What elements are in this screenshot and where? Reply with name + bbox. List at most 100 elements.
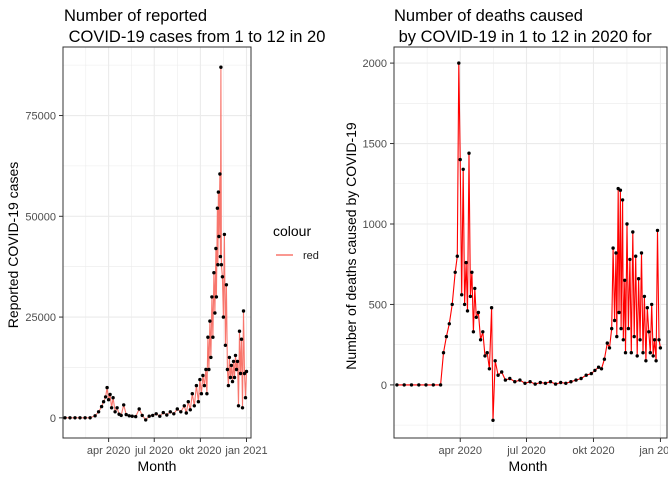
cases-y-tick-label: 25000 <box>25 312 56 324</box>
deaths-data-point <box>651 354 655 358</box>
cases-data-point <box>228 375 233 380</box>
cases-data-point <box>124 412 128 417</box>
deaths-data-point <box>619 326 623 331</box>
cases-data-point <box>144 418 148 422</box>
deaths-data-point <box>460 293 464 297</box>
cases-data-point <box>109 406 114 410</box>
deaths-data-point <box>496 373 500 377</box>
cases-data-point <box>194 383 199 388</box>
cases-data-point <box>188 408 192 412</box>
deaths-data-point <box>589 371 593 376</box>
deaths-data-point <box>503 378 508 382</box>
cases-data-point <box>212 271 216 275</box>
deaths-data-point <box>607 346 612 350</box>
cases-y-tick-label: 0 <box>50 413 56 425</box>
cases-data-point <box>165 413 169 417</box>
deaths-data-point <box>450 302 454 307</box>
cases-data-point <box>202 383 207 388</box>
cases-data-point <box>213 311 217 315</box>
cases-data-point <box>63 416 67 420</box>
deaths-data-point <box>457 61 461 65</box>
deaths-data-point <box>533 382 537 386</box>
deaths-data-point <box>625 222 629 226</box>
cases-data-point <box>179 410 183 414</box>
cases-data-point <box>217 234 221 239</box>
cases-data-point <box>137 407 141 411</box>
deaths-data-point <box>614 251 618 255</box>
deaths-data-point <box>579 376 583 381</box>
cases-data-point <box>119 413 123 418</box>
deaths-data-point <box>485 351 489 355</box>
cases-data-point <box>211 335 215 339</box>
cases-data-point <box>229 363 234 368</box>
cases-data-point <box>208 319 212 323</box>
deaths-data-point <box>559 380 563 385</box>
cases-y-tick-label: 75000 <box>25 111 56 123</box>
deaths-data-point <box>655 228 660 233</box>
cases-series <box>63 65 249 422</box>
deaths-panel-border <box>393 46 668 439</box>
deaths-data-point <box>508 376 512 381</box>
deaths-chart-title-line2: by COVID-19 in 1 to 12 in 2020 for <box>394 28 652 46</box>
cases-data-point <box>73 416 77 420</box>
deaths-data-point <box>641 351 645 355</box>
deaths-data-point <box>623 351 628 355</box>
deaths-data-point <box>461 167 465 171</box>
cases-data-point <box>130 414 134 418</box>
cases-data-point <box>161 410 165 415</box>
cases-data-point <box>232 375 237 380</box>
deaths-x-tick-label: jan 2021 <box>638 445 668 457</box>
deaths-data-point <box>402 383 406 387</box>
cases-data-point <box>237 329 242 333</box>
cases-data-point <box>99 404 104 409</box>
cases-data-point <box>111 396 115 400</box>
cases-data-point <box>226 383 231 388</box>
cases-chart-title-line1: Number of reported <box>64 7 207 25</box>
cases-data-point <box>204 367 208 372</box>
cases-data-point <box>115 406 119 410</box>
deaths-data-point <box>658 346 663 350</box>
cases-data-point <box>158 414 162 418</box>
cases-data-point <box>175 407 179 411</box>
cases-data-point <box>83 416 87 420</box>
deaths-data-point <box>618 188 623 192</box>
cases-data-point <box>196 400 201 404</box>
deaths-y-tick-label: 1000 <box>363 219 387 231</box>
deaths-data-point <box>468 294 473 299</box>
deaths-data-point <box>467 151 471 155</box>
deaths-data-point <box>395 383 399 387</box>
deaths-series-line <box>396 62 661 421</box>
cases-data-point <box>214 295 219 299</box>
cases-data-point <box>216 263 220 267</box>
cases-data-point <box>106 398 111 402</box>
deaths-data-point <box>476 310 481 315</box>
cases-x-tick-label: jul 2020 <box>134 445 174 457</box>
deaths-data-point <box>620 198 625 202</box>
deaths-data-point <box>648 351 652 355</box>
deaths-data-point <box>489 306 494 310</box>
deaths-data-point <box>543 381 548 385</box>
cases-data-point <box>225 367 230 372</box>
cases-data-point <box>113 410 117 414</box>
cases-data-point <box>219 65 223 69</box>
cases-data-point <box>140 413 144 418</box>
deaths-data-point <box>538 380 542 385</box>
deaths-data-point <box>523 381 527 385</box>
cases-chart: Number of reported COVID-19 cases from 1… <box>5 7 325 474</box>
deaths-data-point <box>453 270 457 274</box>
deaths-x-axis: apr 2020 jul 2020 okt 2020 jan 2021 <box>439 438 668 457</box>
cases-data-point <box>214 246 218 251</box>
cases-data-point <box>219 263 224 267</box>
cases-data-point <box>216 190 221 194</box>
deaths-data-point <box>635 354 639 358</box>
deaths-data-point <box>574 378 578 382</box>
cases-data-point <box>199 392 204 396</box>
cases-data-point <box>168 410 172 414</box>
legend-label-red: red <box>303 250 319 262</box>
cases-data-point <box>218 254 223 259</box>
deaths-data-point <box>471 330 476 334</box>
deaths-data-point <box>500 370 504 374</box>
deaths-data-point <box>611 246 615 250</box>
cases-data-point <box>235 359 240 364</box>
cases-data-point <box>205 392 209 396</box>
